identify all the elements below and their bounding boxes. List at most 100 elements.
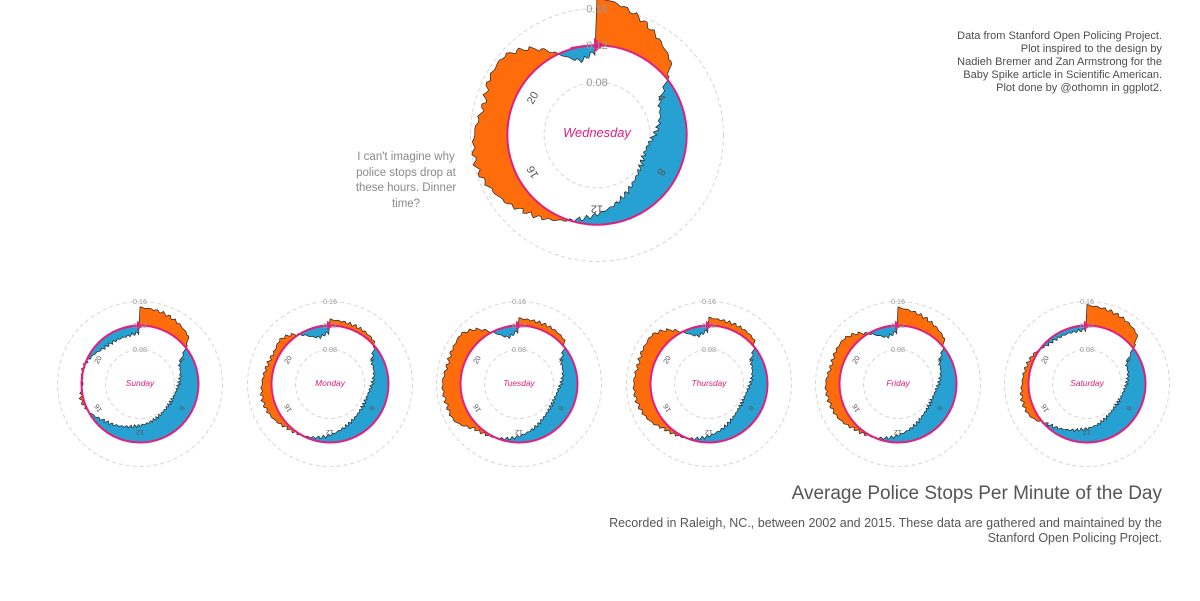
radial-panel-tuesday: 0.08 0.12 0.16 4 8 12 16 20 Tuesday — [436, 297, 602, 467]
r-tick-label: 0.08 — [512, 345, 526, 354]
hour-label: 8 — [654, 166, 667, 177]
series-outline — [824, 306, 946, 441]
hour-label: 16 — [525, 164, 542, 181]
series-outline — [471, 0, 673, 223]
r-tick-label: 0.16 — [512, 297, 526, 306]
radial-panel-sunday: 0.08 0.12 0.16 4 8 12 16 20 Sunday — [57, 297, 223, 467]
arrow-head — [137, 320, 144, 331]
hour-label: 4 — [654, 93, 667, 104]
grid-circle — [1004, 301, 1170, 467]
r-tick-label: 0.08 — [133, 345, 147, 354]
arrow-line — [879, 324, 897, 330]
arrow-line — [1068, 324, 1086, 330]
data-credit: Data from Stanford Open Policing Project… — [832, 30, 1162, 95]
hour-label: 12 — [326, 428, 334, 437]
arrow-head — [516, 320, 523, 331]
day-label: Tuesday — [503, 378, 535, 388]
chart-title: Average Police Stops Per Minute of the D… — [791, 483, 1162, 504]
r-tick-label: 0.08 — [586, 77, 607, 89]
radial-panel-thursday: 0.08 0.12 0.16 4 8 12 16 20 Thursday — [626, 297, 792, 467]
grid-circle — [436, 301, 602, 467]
credit-line: Plot done by @othomn in ggplot2. — [996, 82, 1162, 94]
radial-panel-saturday: 0.08 0.12 0.16 4 8 12 16 20 Saturday — [1004, 297, 1170, 467]
r-tick-label: 0.08 — [1080, 345, 1094, 354]
hour-label: 8 — [935, 404, 945, 412]
grid-circle — [1052, 349, 1122, 419]
hour-label: 8 — [177, 404, 187, 412]
r-tick-label: 0.12 — [702, 321, 716, 330]
hour-label: 16 — [661, 403, 673, 414]
r-tick-label: 0.12 — [133, 321, 147, 330]
hour-label: 20 — [661, 354, 673, 365]
grid-circle — [674, 349, 744, 419]
hour-label: 4 — [177, 356, 187, 364]
day-label: Friday — [886, 378, 910, 388]
grid-circle — [57, 301, 223, 467]
r-tick-label: 0.16 — [133, 297, 147, 306]
r-tick-label: 0.12 — [512, 321, 526, 330]
credit-line: Plot inspired to the design by — [1020, 43, 1162, 55]
hour-label: 4 — [556, 356, 566, 364]
hour-label: 4 — [1124, 356, 1134, 364]
hour-label: 8 — [367, 404, 377, 412]
radial-panel-friday: 0.08 0.12 0.16 4 8 12 16 20 Friday — [815, 297, 981, 467]
arrow-head — [895, 320, 902, 331]
grid-circle — [543, 81, 651, 189]
series-outline — [441, 317, 566, 441]
hour-label: 16 — [850, 403, 862, 414]
credit-line: Baby Spike article in Scientific America… — [963, 69, 1162, 81]
hour-label: 12 — [1083, 428, 1091, 437]
hour-label: 20 — [282, 354, 294, 365]
hour-label: 20 — [525, 90, 542, 107]
r-tick-label: 0.16 — [891, 297, 905, 306]
hour-label: 12 — [591, 203, 603, 215]
arrow-head — [594, 37, 605, 53]
grid-circle — [626, 301, 792, 467]
hour-label: 4 — [367, 356, 377, 364]
day-label: Saturday — [1070, 378, 1104, 388]
below-average-area — [1028, 325, 1146, 443]
radial-panel-wednesday: 0.08 0.12 0.16 4 8 12 16 20 Wednesday — [470, 0, 724, 262]
r-tick-label: 0.08 — [323, 345, 337, 354]
hour-label: 8 — [746, 404, 756, 412]
grid-circle — [484, 349, 554, 419]
hour-label: 12 — [894, 428, 902, 437]
hour-label: 8 — [556, 404, 566, 412]
hour-label: 12 — [136, 428, 144, 437]
annotation: I can't imagine why police stops drop at… — [355, 151, 457, 210]
grid-circle — [247, 301, 413, 467]
r-tick-label: 0.08 — [891, 345, 905, 354]
below-average-area — [81, 325, 199, 443]
grid-circle — [863, 349, 933, 419]
hour-label: 12 — [705, 428, 713, 437]
day-label: Sunday — [126, 378, 155, 388]
series-outline — [260, 318, 376, 440]
r-tick-label: 0.12 — [586, 40, 607, 52]
hour-label: 16 — [471, 403, 483, 414]
hour-label: 16 — [92, 403, 104, 414]
day-label: Monday — [315, 378, 346, 388]
series-outline — [78, 306, 190, 429]
hour-label: 20 — [471, 354, 483, 365]
r-tick-label: 0.16 — [323, 297, 337, 306]
r-tick-label: 0.16 — [1080, 297, 1094, 306]
hour-label: 16 — [1039, 403, 1051, 414]
radial-panel-monday: 0.08 0.12 0.16 4 8 12 16 20 Monday — [247, 297, 413, 467]
r-tick-label: 0.16 — [586, 3, 607, 15]
arrow-head — [1084, 320, 1091, 331]
hour-label: 4 — [935, 356, 945, 364]
grid-circle — [105, 349, 175, 419]
arrow-head — [327, 320, 334, 331]
hour-label: 8 — [1124, 404, 1134, 412]
day-label: Wednesday — [563, 125, 632, 140]
grid-circle — [295, 349, 365, 419]
arrow-line — [690, 324, 708, 330]
day-label: Thursday — [692, 378, 728, 388]
arrow-head — [706, 320, 713, 331]
credit-line: Data from Stanford Open Policing Project… — [957, 30, 1162, 42]
chart-subtitle: Recorded in Raleigh, NC., between 2002 a… — [609, 516, 1162, 545]
hour-label: 20 — [850, 354, 862, 365]
r-tick-label: 0.12 — [1080, 321, 1094, 330]
r-tick-label: 0.16 — [702, 297, 716, 306]
